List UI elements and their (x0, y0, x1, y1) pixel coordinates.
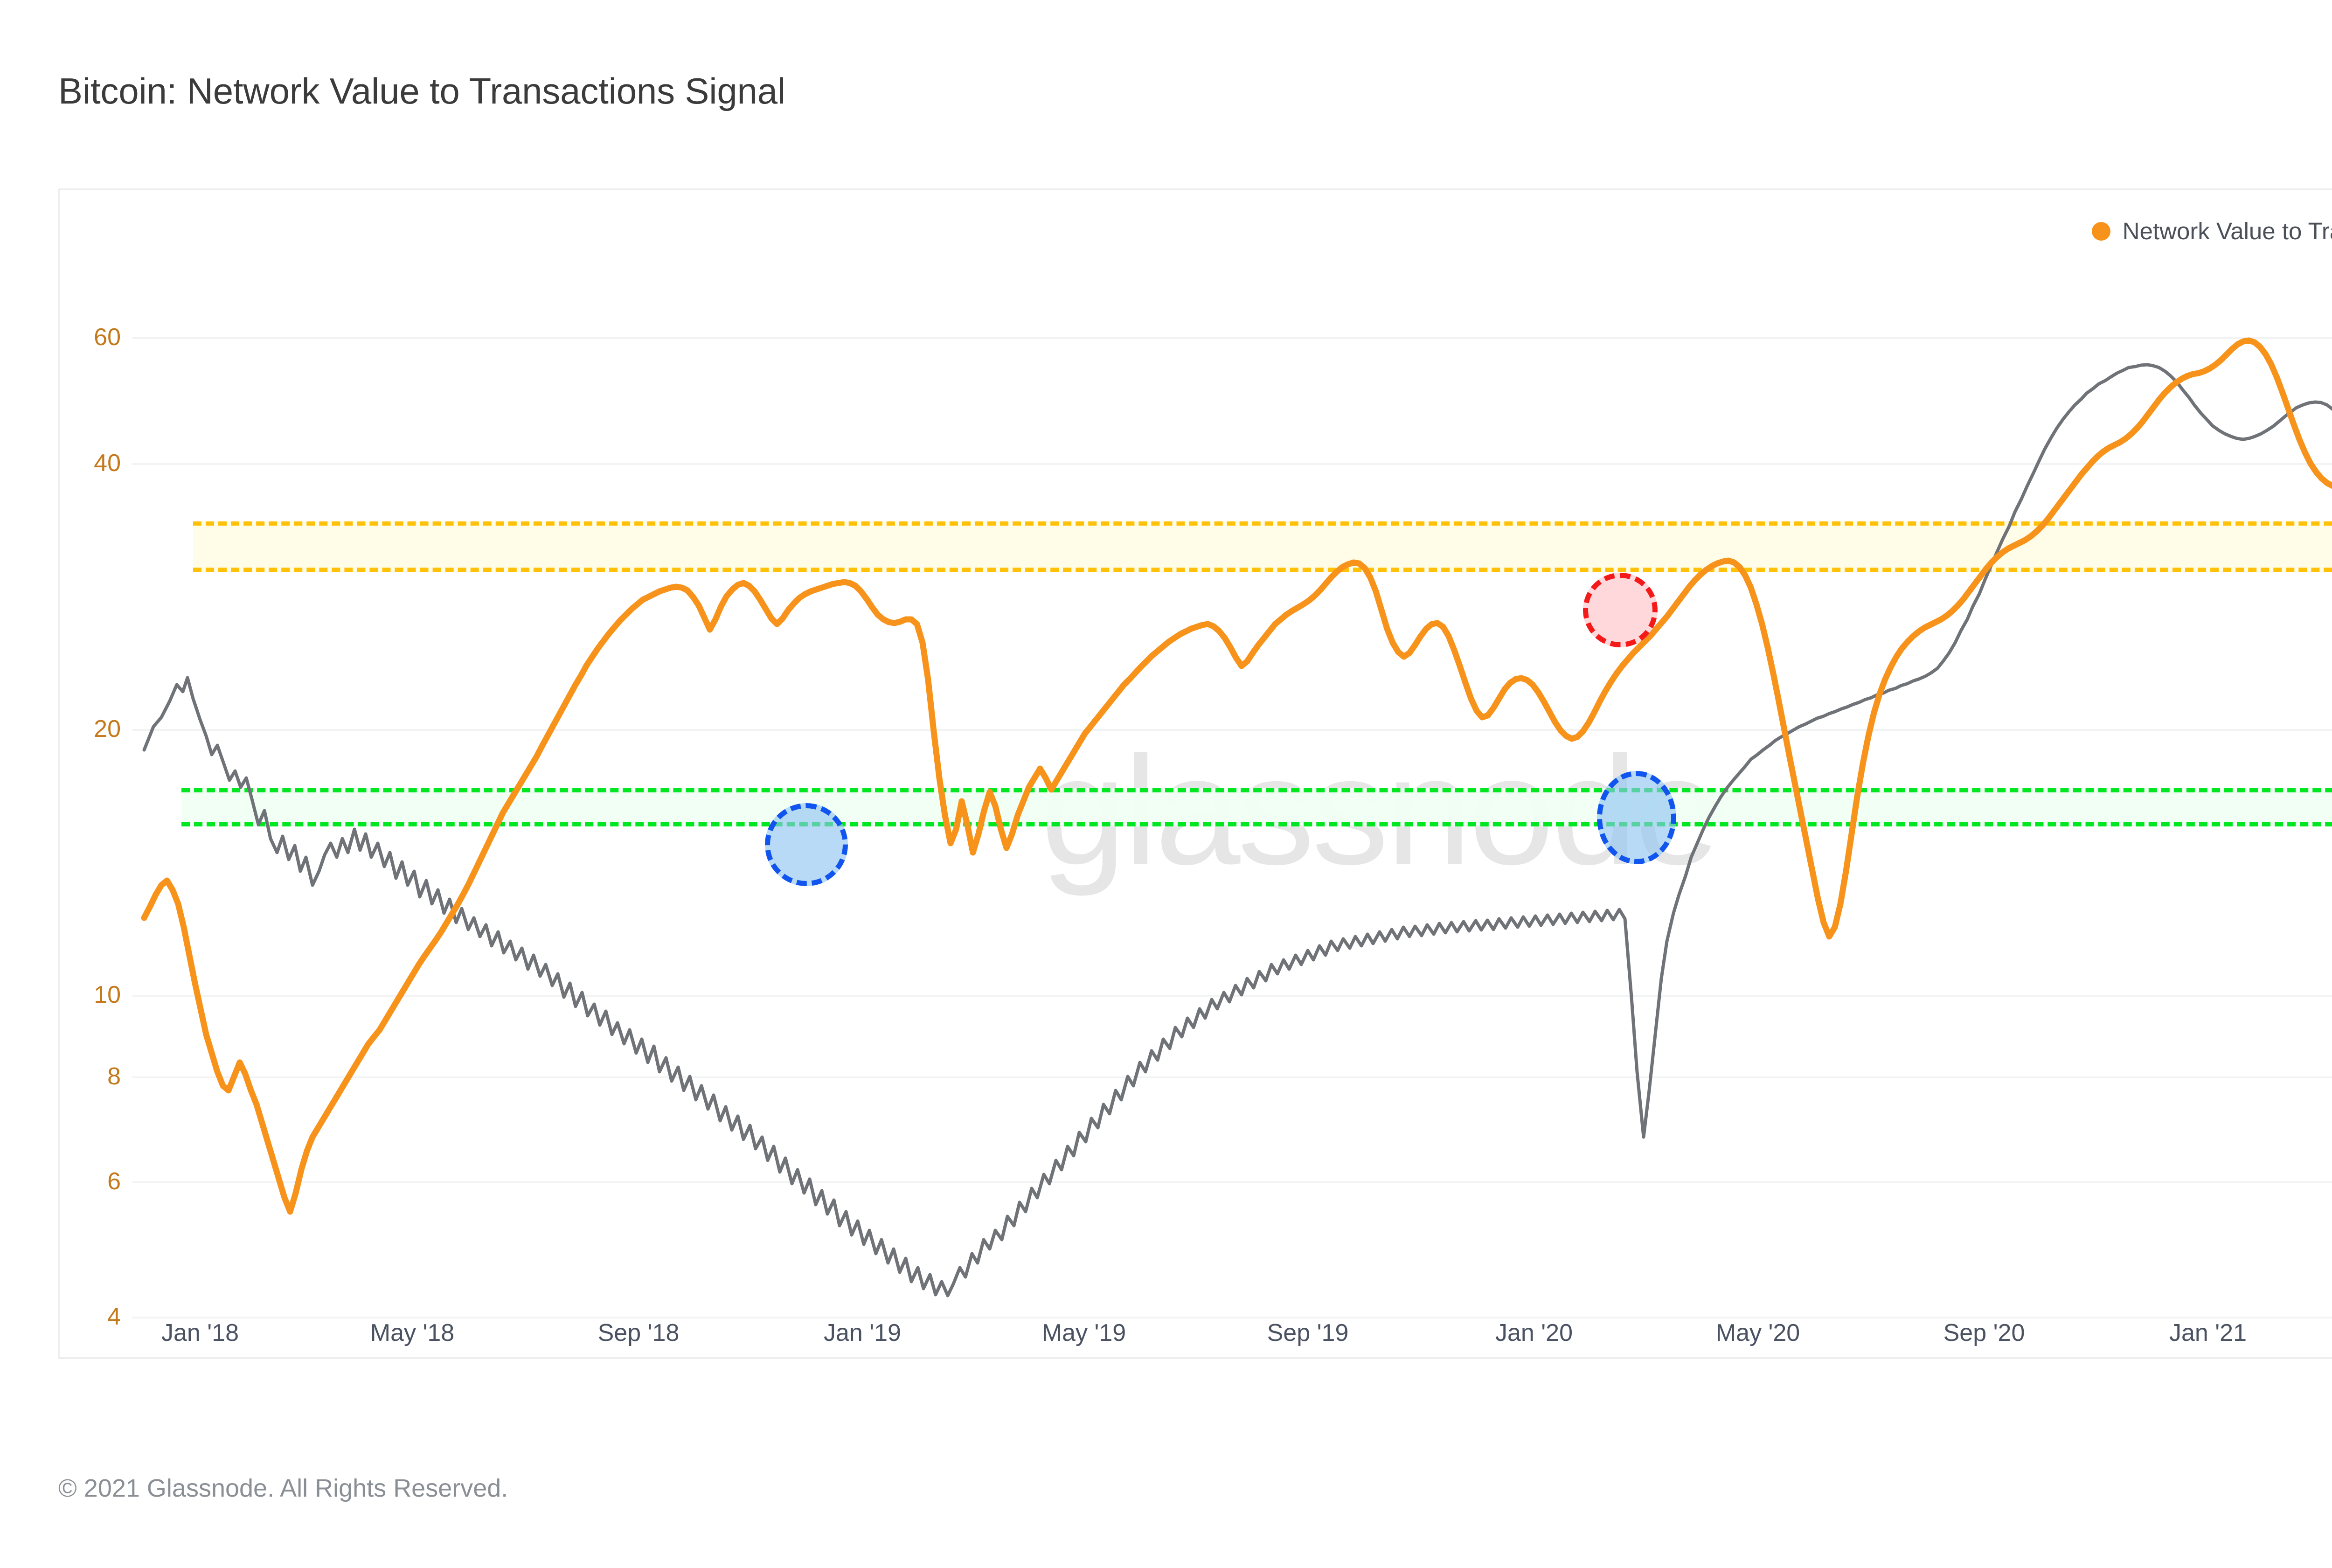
gridline-6 (132, 1181, 2332, 1183)
x-axis-tick-jan21: Jan '21 (2169, 1319, 2247, 1346)
y-axis-left-tick-6: 6 (107, 1168, 121, 1195)
legend-dot-nvts (2091, 222, 2110, 241)
x-axis-tick-jan19: Jan '19 (823, 1319, 902, 1346)
legend-item-nvts[interactable]: Network Value to Transactions Signal (2091, 217, 2332, 245)
gridline-20 (132, 729, 2332, 731)
y-axis-left-tick-60: 60 (94, 324, 121, 351)
gridline-40 (132, 463, 2332, 465)
series-canvas (141, 337, 2332, 1297)
x-axis-tick-may20: May '20 (1715, 1319, 1800, 1346)
x-axis-tick-jan18: Jan '18 (161, 1319, 239, 1346)
x-axis-tick-sep20: Sep '20 (1943, 1319, 2025, 1346)
x-axis-tick-may19: May '19 (1041, 1319, 1126, 1346)
buy-signal-marker-2[interactable] (1597, 771, 1676, 864)
page-title: Bitcoin: Network Value to Transactions S… (58, 70, 785, 111)
buy-signal-marker-1[interactable] (765, 803, 848, 886)
legend-label-nvts: Network Value to Transactions Signal (2122, 218, 2332, 244)
x-axis-tick-may18: May '18 (370, 1319, 455, 1346)
overvalued-band (193, 521, 2332, 572)
y-axis-left-tick-40: 40 (94, 450, 121, 477)
gridline-8 (132, 1076, 2332, 1078)
x-axis-tick-jan20: Jan '20 (1495, 1319, 1573, 1346)
undervalued-band (181, 788, 2332, 826)
chart-legend: Network Value to Transactions Signal Pri… (2091, 217, 2332, 245)
plot-area: glassnode (94, 251, 2332, 1346)
x-axis-tick-sep19: Sep '19 (1267, 1319, 1349, 1346)
sell-signal-marker-1[interactable] (1583, 573, 1658, 647)
y-axis-left-tick-20: 20 (94, 715, 121, 742)
gridline-4 (132, 1317, 2332, 1318)
x-axis-tick-sep18: Sep '18 (597, 1319, 680, 1346)
y-axis-left-tick-8: 8 (107, 1063, 121, 1090)
series-nvts-line (141, 337, 2332, 1215)
y-axis-left-tick-4: 4 (107, 1303, 121, 1330)
series-price-line (142, 363, 2332, 1297)
chart-card: Network Value to Transactions Signal Pri… (58, 188, 2332, 1359)
footer-copyright: © 2021 Glassnode. All Rights Reserved. (58, 1474, 508, 1502)
y-axis-left-tick-10: 10 (94, 981, 121, 1008)
gridline-60 (132, 337, 2332, 339)
